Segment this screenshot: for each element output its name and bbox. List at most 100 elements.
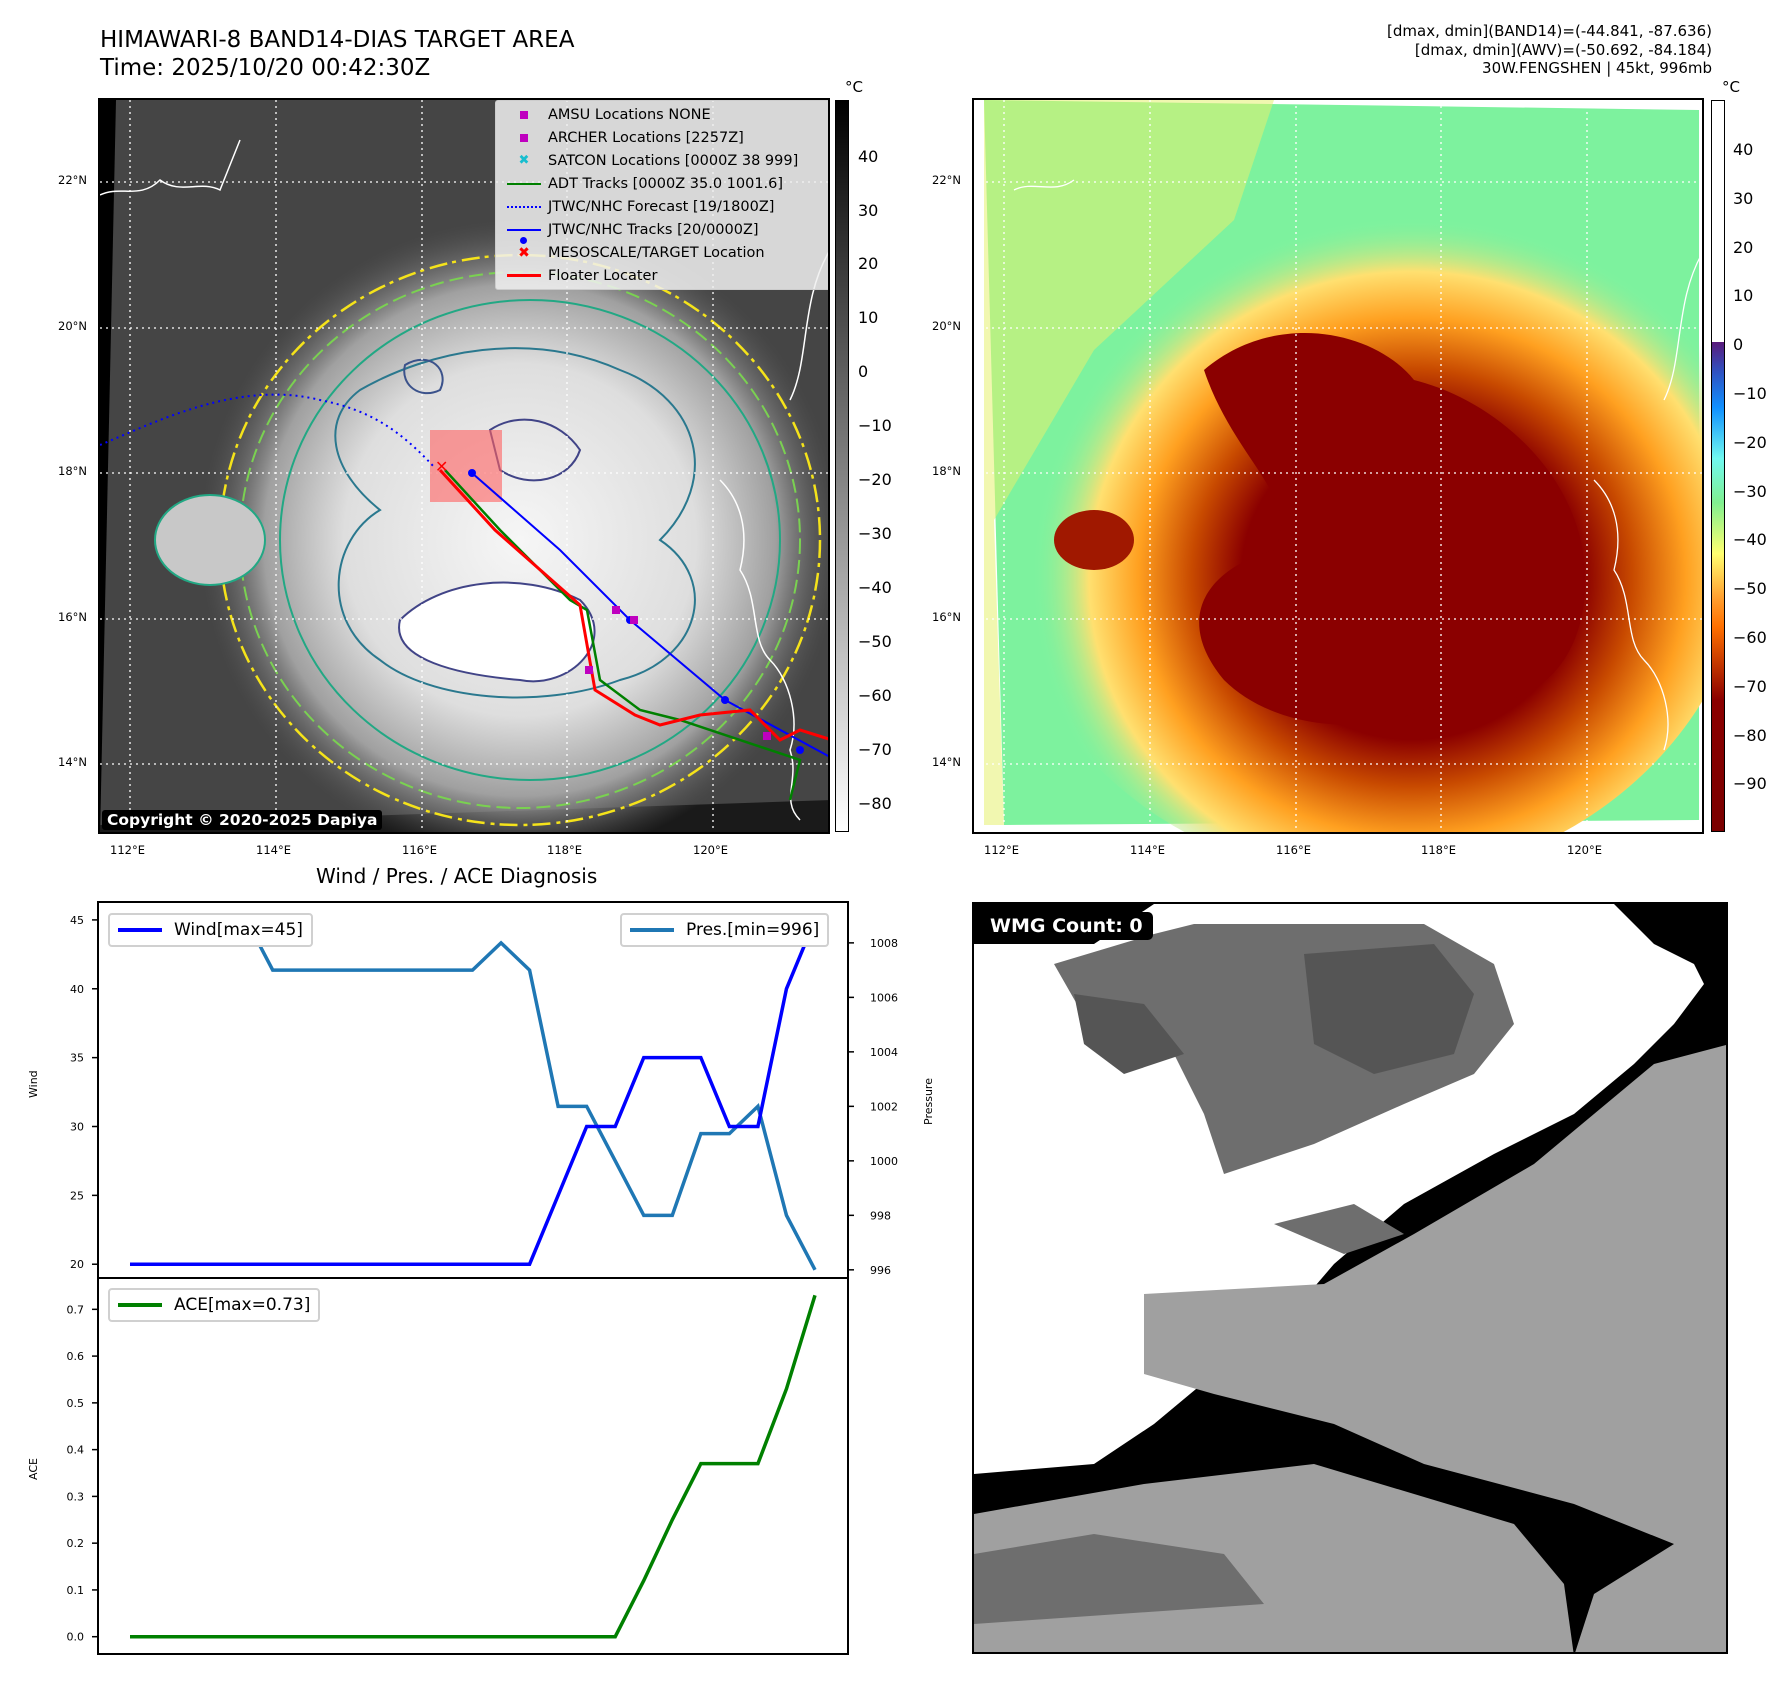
legend-label: ARCHER Locations [2257Z] xyxy=(548,129,744,146)
colorbar-tick: −80 xyxy=(1733,726,1767,745)
colorbar-tick: 30 xyxy=(1733,189,1754,208)
lon-tick: 116°E xyxy=(1276,843,1311,857)
contour-teal xyxy=(279,299,781,781)
diagnosis-chart-title: Wind / Pres. / ACE Diagnosis xyxy=(316,864,598,888)
lon-tick: 118°E xyxy=(1421,843,1456,857)
pressure-tick-label: 1002 xyxy=(870,1100,898,1113)
legend-label: JTWC/NHC Tracks [20/0000Z] xyxy=(548,221,759,238)
legend-label: Pres.[min=996] xyxy=(686,920,820,940)
wmg-light-gray-zone xyxy=(1144,1045,1726,1652)
title-line-1: HIMAWARI-8 BAND14-DIAS TARGET AREA xyxy=(100,27,575,53)
title-line-2: Time: 2025/10/20 00:42:30Z xyxy=(100,55,431,81)
colorbar-tick: −80 xyxy=(858,794,892,813)
colorbar-tick: −20 xyxy=(1733,433,1767,452)
right-colorbar-ticks: 40 30 20 10 0 −10 −20 −30 −40 −50 −60 −7… xyxy=(1733,0,1792,840)
lon-tick: 114°E xyxy=(256,843,291,857)
stats-awv: [dmax, dmin](AWV)=(-50.692, -84.184) xyxy=(1414,40,1712,59)
lat-tick: 16°N xyxy=(932,610,961,624)
square-marker-icon xyxy=(500,110,548,119)
line-dot-icon xyxy=(500,228,548,244)
colorbar-tick: −40 xyxy=(1733,530,1767,549)
colorbar-tick: −70 xyxy=(858,740,892,759)
colorbar-tick: 10 xyxy=(858,308,879,327)
lat-tick: 16°N xyxy=(58,610,87,624)
legend-item-mesoscale: ✖ MESOSCALE/TARGET Location xyxy=(500,241,828,264)
colorbar-tick: −10 xyxy=(1733,384,1767,403)
right-awv-map xyxy=(972,98,1704,834)
square-marker-icon xyxy=(500,133,548,142)
wmg-panel: WMG Count: 0 xyxy=(972,902,1728,1654)
wind-tick-label: 25 xyxy=(70,1189,84,1202)
dotted-line-icon xyxy=(500,205,548,208)
archer-markers xyxy=(585,606,771,740)
wind-tick-label: 40 xyxy=(70,983,84,996)
ace-tick-label: 0.6 xyxy=(67,1350,85,1363)
colorbar-tick: 30 xyxy=(858,201,879,220)
ace-tick-label: 0.4 xyxy=(67,1444,85,1457)
legend-item-satcon: ✖ SATCON Locations [0000Z 38 999] xyxy=(500,149,828,172)
colorbar-tick: 40 xyxy=(1733,140,1754,159)
legend-item-adt: ADT Tracks [0000Z 35.0 1001.6] xyxy=(500,172,828,195)
pressure-tick-label: 998 xyxy=(870,1209,891,1222)
wind-tick-label: 30 xyxy=(70,1120,84,1133)
colorbar-tick: −20 xyxy=(858,470,892,489)
ace-plot-frame xyxy=(97,1277,849,1655)
lat-tick: 18°N xyxy=(932,464,961,478)
pressure-tick-label: 996 xyxy=(870,1264,891,1277)
contour-cold-core-north xyxy=(488,418,582,482)
ace-legend: ACE[max=0.73] xyxy=(108,1288,321,1322)
colorbar-tick: 10 xyxy=(1733,286,1754,305)
pressure-tick-label: 1008 xyxy=(870,937,898,950)
legend-swatch xyxy=(630,928,674,932)
diagnosis-chart: 20 25 30 35 40 45 996 998 1000 1002 1004 1006 1008 0.… xyxy=(67,901,898,1655)
map-gridlines xyxy=(974,100,1702,832)
colorbar-tick: −50 xyxy=(858,632,892,651)
legend-swatch xyxy=(118,928,162,932)
left-map-legend: AMSU Locations NONE ARCHER Locations [22… xyxy=(495,100,828,290)
pressure-tick-label: 1004 xyxy=(870,1046,898,1059)
x-marker-icon: ✖ xyxy=(518,244,530,261)
legend-item-floater: Floater Locater xyxy=(500,264,828,287)
ace-tick-label: 0.0 xyxy=(67,1631,85,1644)
lon-tick: 116°E xyxy=(402,843,437,857)
ace-axis-label: ACE xyxy=(27,1458,40,1480)
lat-tick: 20°N xyxy=(932,319,961,333)
colorbar-tick: 0 xyxy=(1733,335,1744,354)
legend-label: Wind[max=45] xyxy=(174,920,303,940)
lat-tick: 14°N xyxy=(58,755,87,769)
ace-tick-label: 0.2 xyxy=(67,1537,85,1550)
wind-legend: Wind[max=45] xyxy=(108,913,313,947)
colorbar-tick: 20 xyxy=(858,254,879,273)
right-colorbar-unit: °C xyxy=(1722,78,1740,96)
legend-item-amsu: AMSU Locations NONE xyxy=(500,103,828,126)
colorbar-tick: −70 xyxy=(1733,677,1767,696)
stats-block: [dmax, dmin](BAND14)=(-44.841, -87.636) … xyxy=(1387,22,1712,78)
colorbar-tick: −90 xyxy=(1733,774,1767,793)
lat-tick: 22°N xyxy=(58,173,87,187)
lon-tick: 112°E xyxy=(110,843,145,857)
right-colorbar xyxy=(1711,100,1725,832)
colorbar-tick: −30 xyxy=(1733,482,1767,501)
floater-track xyxy=(438,468,828,742)
ace-tick-label: 0.1 xyxy=(67,1584,85,1597)
legend-item-archer: ARCHER Locations [2257Z] xyxy=(500,126,828,149)
legend-label: AMSU Locations NONE xyxy=(548,106,711,123)
pressure-line xyxy=(130,913,817,1271)
stats-band14: [dmax, dmin](BAND14)=(-44.841, -87.636) xyxy=(1387,22,1712,40)
figure-title: HIMAWARI-8 BAND14-DIAS TARGET AREA Time:… xyxy=(100,26,574,82)
west-convective-cell xyxy=(1054,510,1134,570)
contour-west-cell xyxy=(154,494,266,586)
legend-label: ADT Tracks [0000Z 35.0 1001.6] xyxy=(548,175,784,192)
legend-swatch xyxy=(118,1303,162,1307)
coastline xyxy=(1013,179,1702,751)
wmg-count-badge: WMG Count: 0 xyxy=(980,912,1153,940)
lon-tick: 120°E xyxy=(693,843,728,857)
x-marker-icon: ✖ xyxy=(518,153,530,168)
lon-tick: 118°E xyxy=(547,843,582,857)
legend-label: SATCON Locations [0000Z 38 999] xyxy=(548,152,799,169)
lat-tick: 22°N xyxy=(932,173,961,187)
ace-line xyxy=(130,1294,817,1639)
colorbar-tick: −40 xyxy=(858,578,892,597)
wmg-canvas xyxy=(974,904,1726,1652)
left-ir-map: ✕ AMSU Locations NONE ARCHER Locations [… xyxy=(98,98,830,834)
